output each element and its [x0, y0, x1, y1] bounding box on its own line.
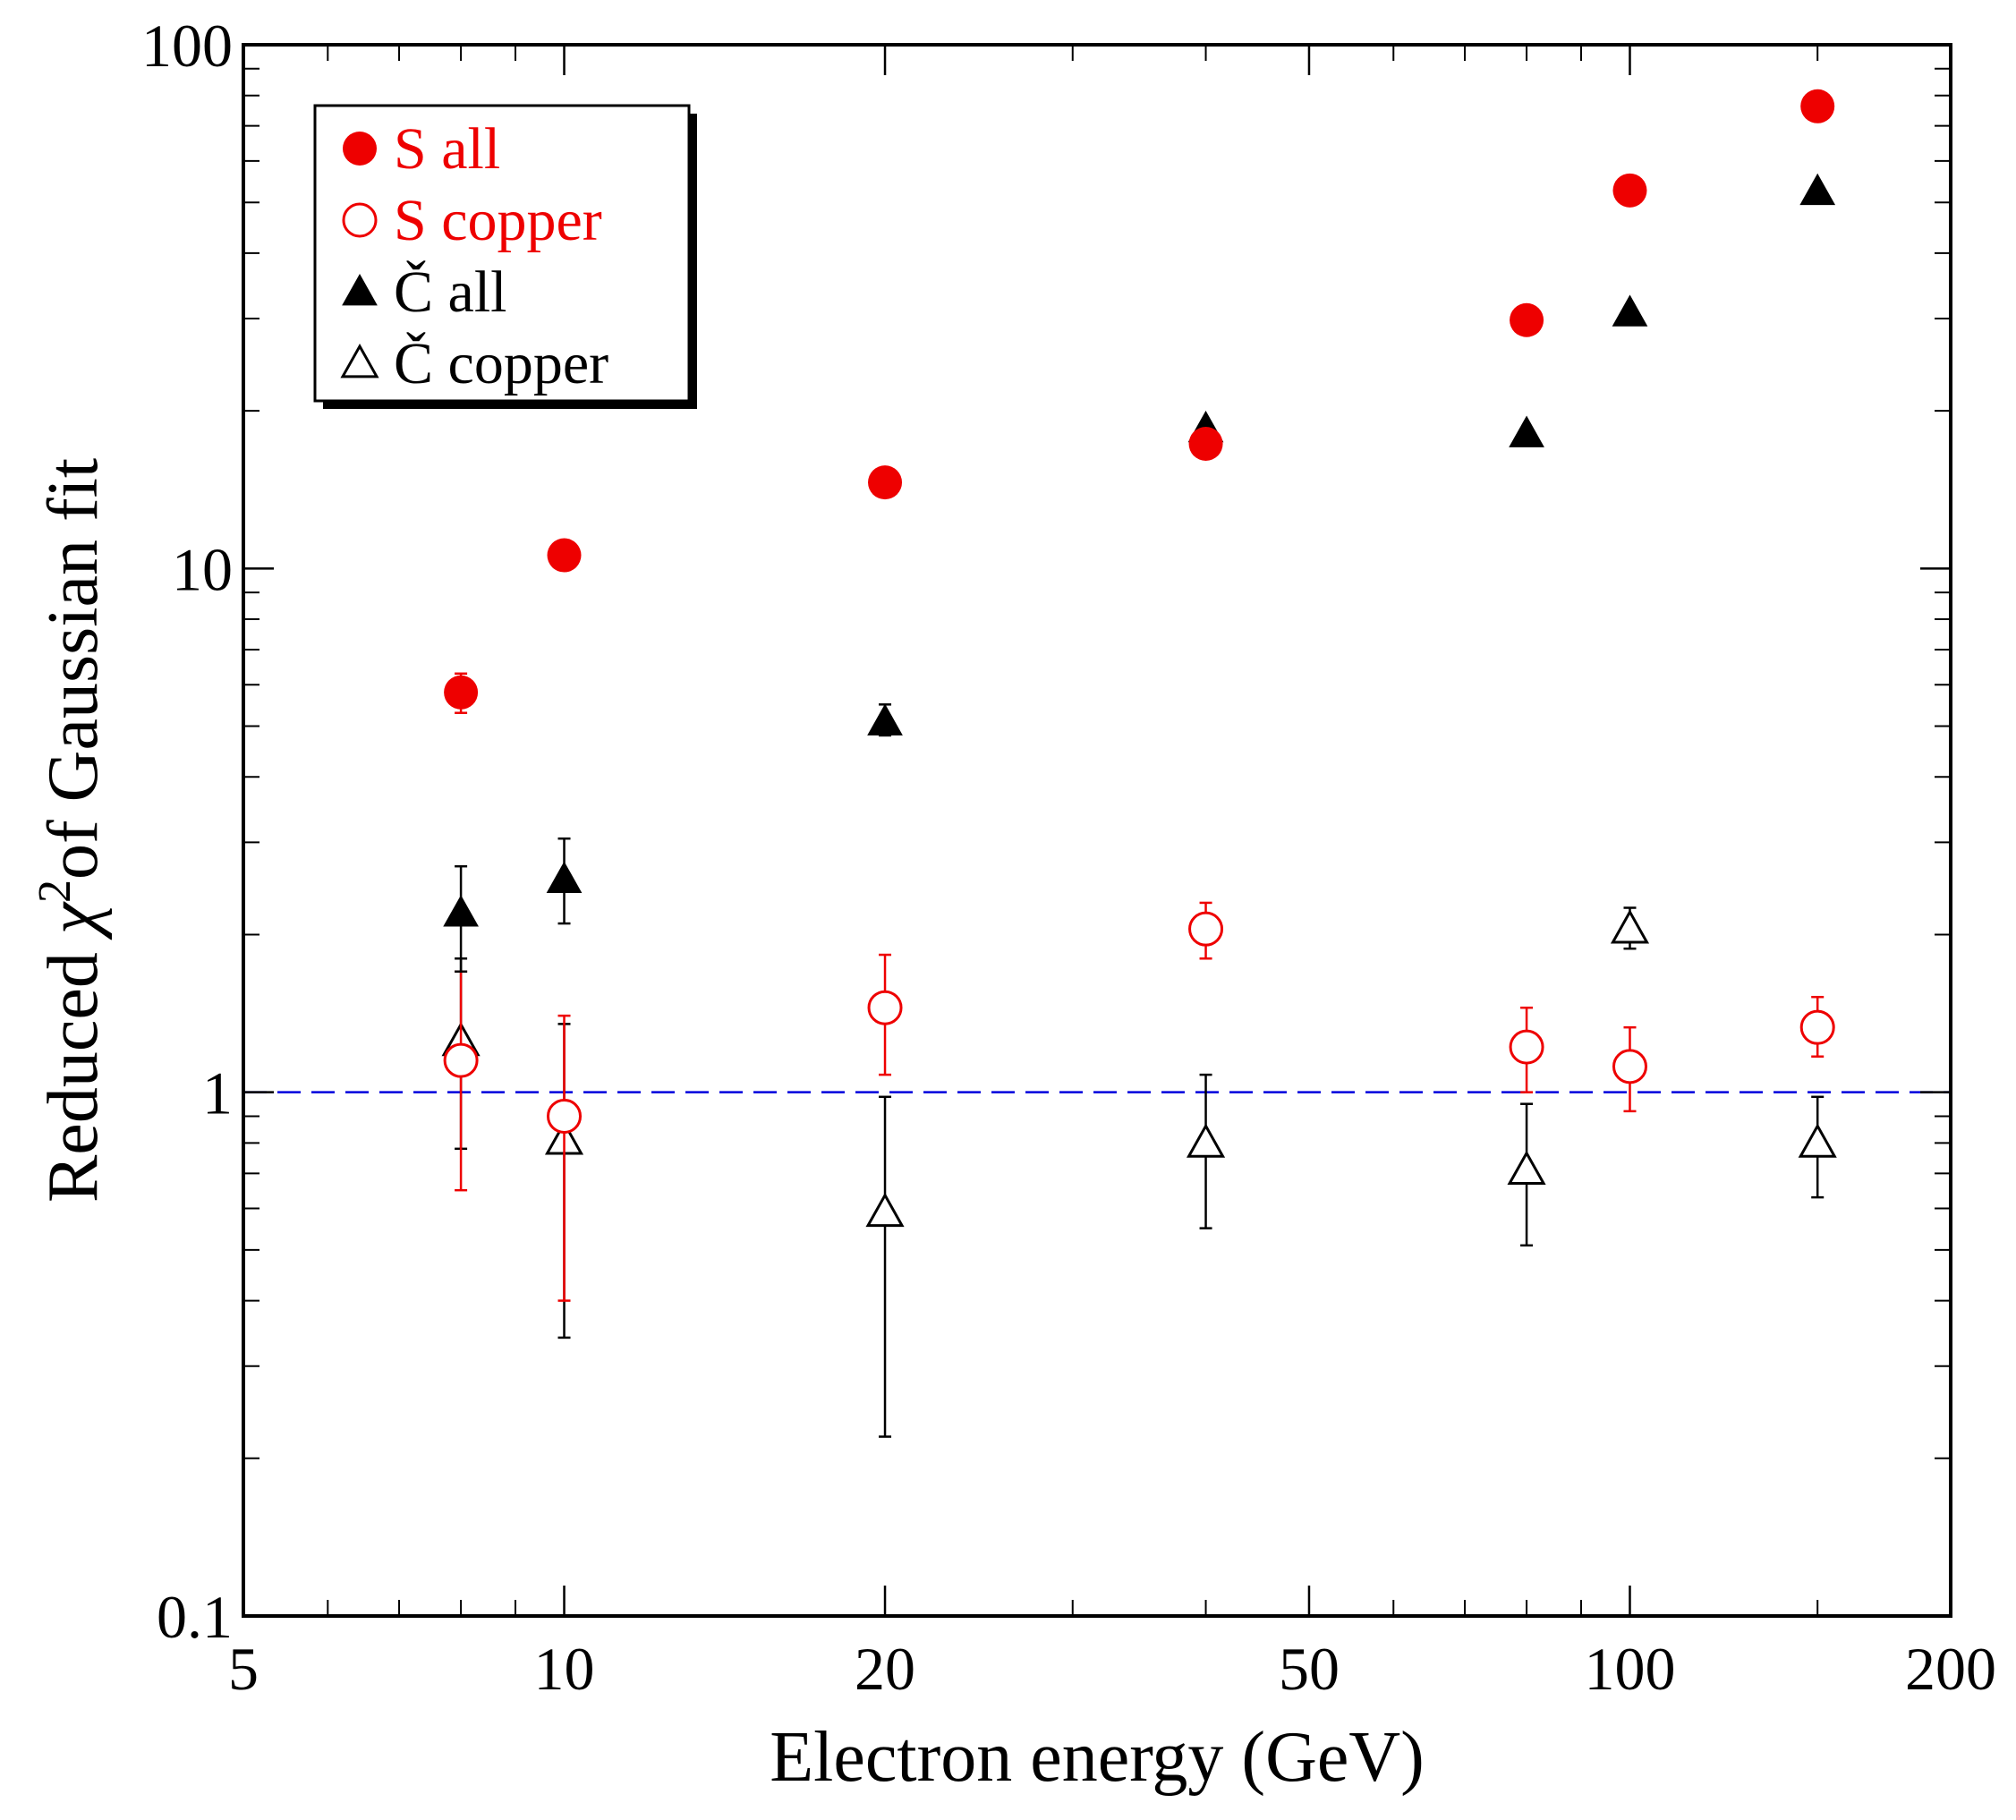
data-point: [443, 1042, 479, 1078]
data-point: [546, 861, 583, 894]
data-point: [443, 895, 479, 927]
y-tick-label: 0.1: [157, 1583, 233, 1651]
y-axis-title-prefix: Reduced: [34, 934, 113, 1203]
data-point: [1507, 1150, 1546, 1186]
data-point: [1798, 1123, 1837, 1158]
data-point: [1510, 302, 1544, 337]
data-point: [865, 1192, 905, 1228]
data-point: [867, 703, 903, 736]
data-point: [1509, 1029, 1544, 1065]
legend-box: [313, 104, 691, 403]
x-tick-label: 5: [228, 1635, 259, 1703]
series-1: [443, 901, 1835, 1302]
x-tick-label: 10: [534, 1635, 595, 1703]
series-0: [444, 89, 1835, 714]
legend-marker: [342, 273, 378, 306]
y-axis-title-symbol: χ: [34, 901, 113, 940]
data-point: [1612, 173, 1647, 208]
data-point: [867, 990, 903, 1025]
y-axis-title-suffix: of Gaussian fit: [34, 458, 113, 880]
data-point: [1800, 89, 1835, 123]
y-tick-label: 100: [141, 12, 233, 80]
legend-label: Č copper: [394, 331, 608, 396]
y-axis-title-superscript: 2: [30, 880, 81, 903]
x-tick-label: 50: [1279, 1635, 1340, 1703]
data-point: [1509, 415, 1544, 447]
legend-label: S copper: [394, 188, 602, 253]
data-point: [547, 538, 582, 573]
legend-label: Č all: [394, 259, 507, 325]
data-point: [1610, 909, 1650, 944]
legend-marker: [342, 202, 378, 238]
x-axis-title: Electron energy (GeV): [770, 1718, 1425, 1797]
legend-marker: [343, 132, 377, 166]
legend-label: S all: [394, 116, 500, 182]
series-layer: [441, 89, 1837, 1438]
y-tick-label: 1: [202, 1059, 233, 1127]
data-point: [1799, 1009, 1835, 1045]
y-tick-label: 10: [172, 535, 233, 603]
x-tick-label: 20: [855, 1635, 915, 1703]
y-axis-title: Reduced χ2of Gaussian fit: [30, 458, 113, 1203]
data-point: [1612, 294, 1648, 327]
legend-marker: [340, 343, 379, 378]
tick-labels: 5 10 20 50 100 200 0.1 1 10 100: [141, 12, 1996, 1703]
data-point: [547, 1098, 583, 1134]
data-point: [1186, 1123, 1226, 1158]
data-point: [444, 675, 479, 710]
data-point: [1188, 911, 1224, 947]
data-point: [1799, 173, 1836, 206]
data-point: [1612, 1049, 1647, 1084]
x-tick-label: 100: [1584, 1635, 1675, 1703]
plot-frame: [242, 43, 1952, 1618]
data-point: [868, 465, 903, 500]
data-point: [1188, 426, 1223, 461]
x-tick-label: 200: [1905, 1635, 1996, 1703]
